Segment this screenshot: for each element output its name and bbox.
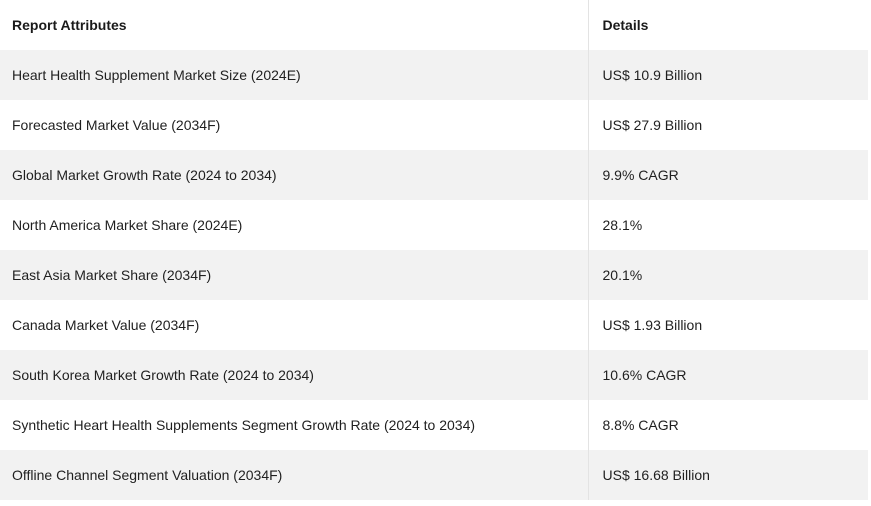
table-row: Heart Health Supplement Market Size (202… <box>0 50 868 100</box>
detail-cell: 20.1% <box>588 250 868 300</box>
column-header-report-attributes: Report Attributes <box>0 0 589 50</box>
attribute-cell: Heart Health Supplement Market Size (202… <box>0 50 589 100</box>
detail-cell: US$ 10.9 Billion <box>588 50 868 100</box>
attribute-cell: Synthetic Heart Health Supplements Segme… <box>0 400 589 450</box>
detail-cell: 10.6% CAGR <box>588 350 868 400</box>
attribute-cell: Canada Market Value (2034F) <box>0 300 589 350</box>
detail-cell: US$ 1.93 Billion <box>588 300 868 350</box>
table-row: North America Market Share (2024E) 28.1% <box>0 200 868 250</box>
detail-cell: 8.8% CAGR <box>588 400 868 450</box>
table-header: Report Attributes Details <box>0 0 868 50</box>
table-row: East Asia Market Share (2034F) 20.1% <box>0 250 868 300</box>
table-body: Heart Health Supplement Market Size (202… <box>0 50 868 500</box>
table-row: Canada Market Value (2034F) US$ 1.93 Bil… <box>0 300 868 350</box>
table-row: Synthetic Heart Health Supplements Segme… <box>0 400 868 450</box>
detail-cell: US$ 27.9 Billion <box>588 100 868 150</box>
detail-cell: US$ 16.68 Billion <box>588 450 868 500</box>
detail-cell: 28.1% <box>588 200 868 250</box>
attribute-cell: South Korea Market Growth Rate (2024 to … <box>0 350 589 400</box>
attribute-cell: Forecasted Market Value (2034F) <box>0 100 589 150</box>
attribute-cell: North America Market Share (2024E) <box>0 200 589 250</box>
table-row: Offline Channel Segment Valuation (2034F… <box>0 450 868 500</box>
table-row: South Korea Market Growth Rate (2024 to … <box>0 350 868 400</box>
table-header-row: Report Attributes Details <box>0 0 868 50</box>
table-row: Global Market Growth Rate (2024 to 2034)… <box>0 150 868 200</box>
attribute-cell: Offline Channel Segment Valuation (2034F… <box>0 450 589 500</box>
table-row: Forecasted Market Value (2034F) US$ 27.9… <box>0 100 868 150</box>
column-header-details: Details <box>588 0 868 50</box>
detail-cell: 9.9% CAGR <box>588 150 868 200</box>
attribute-cell: East Asia Market Share (2034F) <box>0 250 589 300</box>
attribute-cell: Global Market Growth Rate (2024 to 2034) <box>0 150 589 200</box>
